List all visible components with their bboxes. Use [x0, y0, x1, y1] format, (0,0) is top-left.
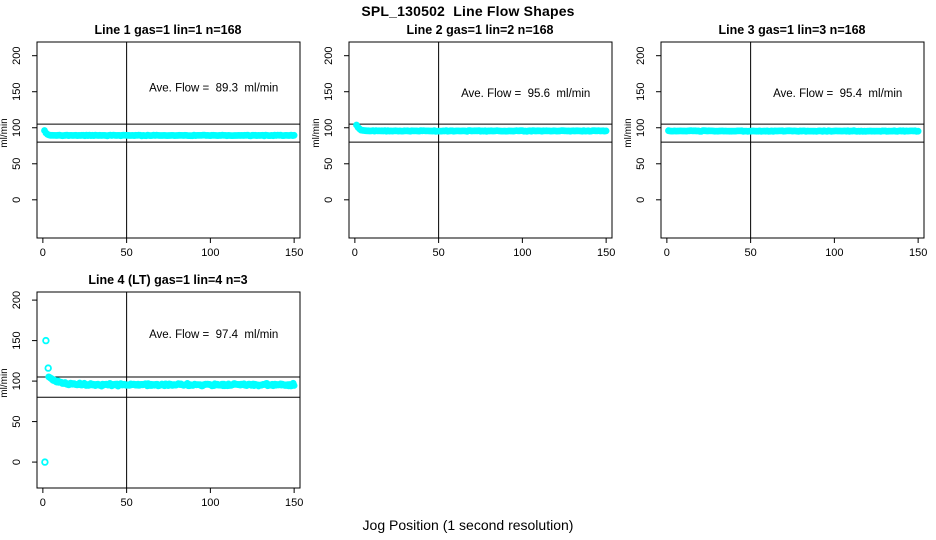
data-series [41, 336, 298, 466]
ave-flow-annotation: Ave. Flow = 89.3 ml/min [149, 83, 278, 95]
y-tick-label: 50 [11, 415, 23, 427]
y-axis-ticks: 0 50 100 150 200 [11, 47, 37, 203]
x-tick-label: 100 [513, 247, 531, 259]
x-tick-label: 0 [40, 247, 46, 259]
y-tick-label: 100 [323, 119, 335, 137]
y-axis-label: ml/min [624, 118, 634, 147]
y-tick-label: 200 [11, 47, 23, 65]
y-tick-label: 0 [635, 197, 647, 203]
y-tick-label: 150 [323, 83, 335, 101]
x-tick-label: 0 [352, 247, 358, 259]
data-point [914, 127, 922, 135]
x-axis-caption: Jog Position (1 second resolution) [362, 517, 574, 533]
x-tick-label: 150 [285, 497, 303, 509]
x-tick-label: 100 [825, 247, 843, 259]
chart-canvas: 0 50 100 150 0 50 100 150 200 [11, 41, 303, 259]
y-tick-label: 50 [323, 158, 335, 170]
data-point [602, 127, 610, 135]
x-tick-label: 150 [909, 247, 927, 259]
ave-flow-annotation: Ave. Flow = 95.6 ml/min [461, 88, 590, 100]
x-tick-label: 50 [744, 247, 756, 259]
data-point [290, 382, 298, 389]
y-tick-label: 0 [323, 197, 335, 203]
y-tick-label: 150 [635, 83, 647, 101]
x-tick-label: 50 [432, 247, 444, 259]
reference-lines [349, 42, 612, 238]
y-tick-label: 100 [11, 119, 23, 137]
y-axis-label: ml/min [0, 368, 10, 397]
y-tick-label: 150 [11, 83, 23, 101]
subplot-line-2: Line 2 gas=1 lin=2 n=168 ml/min Ave. Flo… [311, 18, 624, 266]
ave-flow-annotation: Ave. Flow = 97.4 ml/min [149, 329, 278, 341]
subplot-line-1-svg: Line 1 gas=1 lin=1 n=168 ml/min Ave. Flo… [0, 23, 303, 259]
subplot-line-3: Line 3 gas=1 lin=3 n=168 ml/min Ave. Flo… [623, 18, 936, 266]
x-tick-label: 50 [120, 247, 132, 259]
subplot-line-1: Line 1 gas=1 lin=1 n=168 ml/min Ave. Flo… [0, 18, 312, 266]
reference-lines [37, 42, 300, 238]
subplot-title: Line 4 (LT) gas=1 lin=4 n=3 [88, 273, 247, 287]
subplot-line-4-svg: Line 4 (LT) gas=1 lin=4 n=3 ml/min Ave. … [0, 273, 303, 509]
plot-box [36, 291, 301, 489]
x-tick-label: 100 [201, 247, 219, 259]
x-tick-label: 0 [40, 497, 46, 509]
subplot-title: Line 1 gas=1 lin=1 n=168 [95, 23, 242, 37]
y-tick-label: 200 [11, 291, 23, 309]
x-tick-label: 50 [120, 497, 132, 509]
subplot-line-3-svg: Line 3 gas=1 lin=3 n=168 ml/min Ave. Flo… [623, 23, 927, 259]
y-axis-ticks: 0 50 100 150 200 [323, 47, 349, 203]
y-tick-label: 100 [635, 119, 647, 137]
y-tick-label: 200 [635, 47, 647, 65]
subplot-title: Line 3 gas=1 lin=3 n=168 [719, 23, 866, 37]
ave-flow-annotation: Ave. Flow = 95.4 ml/min [773, 88, 902, 100]
y-tick-label: 50 [11, 158, 23, 170]
chart-canvas: 0 50 100 150 0 50 100 150 200 [323, 41, 615, 259]
chart-canvas: 0 50 100 150 0 50 100 150 200 [11, 291, 303, 509]
x-axis-ticks: 0 50 100 150 [352, 238, 615, 259]
y-axis-ticks: 0 50 100 150 200 [635, 47, 661, 203]
y-tick-label: 200 [323, 47, 335, 65]
reference-lines [661, 42, 924, 238]
subplot-title: Line 2 gas=1 lin=2 n=168 [407, 23, 554, 37]
x-tick-label: 150 [285, 247, 303, 259]
y-tick-label: 100 [11, 372, 23, 390]
x-axis-ticks: 0 50 100 150 [664, 238, 927, 259]
x-tick-label: 150 [597, 247, 615, 259]
y-axis-label: ml/min [0, 118, 10, 147]
data-point [290, 131, 298, 139]
y-tick-label: 0 [11, 197, 23, 203]
x-tick-label: 0 [664, 247, 670, 259]
x-axis-ticks: 0 50 100 150 [40, 238, 303, 259]
plot-box [36, 41, 301, 239]
subplot-line-2-svg: Line 2 gas=1 lin=2 n=168 ml/min Ave. Flo… [311, 23, 615, 259]
plot-box [348, 41, 613, 239]
x-axis-ticks: 0 50 100 150 [40, 488, 303, 509]
data-series [353, 121, 610, 135]
chart-canvas: 0 50 100 150 0 50 100 150 200 [635, 41, 927, 259]
y-tick-label: 50 [635, 158, 647, 170]
data-series [665, 127, 922, 135]
reference-lines [37, 292, 300, 488]
figure-title: SPL_130502 Line Flow Shapes [361, 3, 575, 19]
y-axis-label: ml/min [312, 118, 322, 147]
data-series [41, 127, 298, 140]
outlier-data-point [42, 336, 50, 345]
subplot-line-4: Line 4 (LT) gas=1 lin=4 n=3 ml/min Ave. … [0, 268, 312, 516]
plot-box [660, 41, 925, 239]
y-axis-ticks: 0 50 100 150 200 [11, 291, 37, 465]
outlier-data-point [41, 458, 49, 466]
x-tick-label: 100 [201, 497, 219, 509]
y-tick-label: 150 [11, 331, 23, 349]
outlier-data-point [44, 364, 52, 372]
y-tick-label: 0 [11, 459, 23, 465]
